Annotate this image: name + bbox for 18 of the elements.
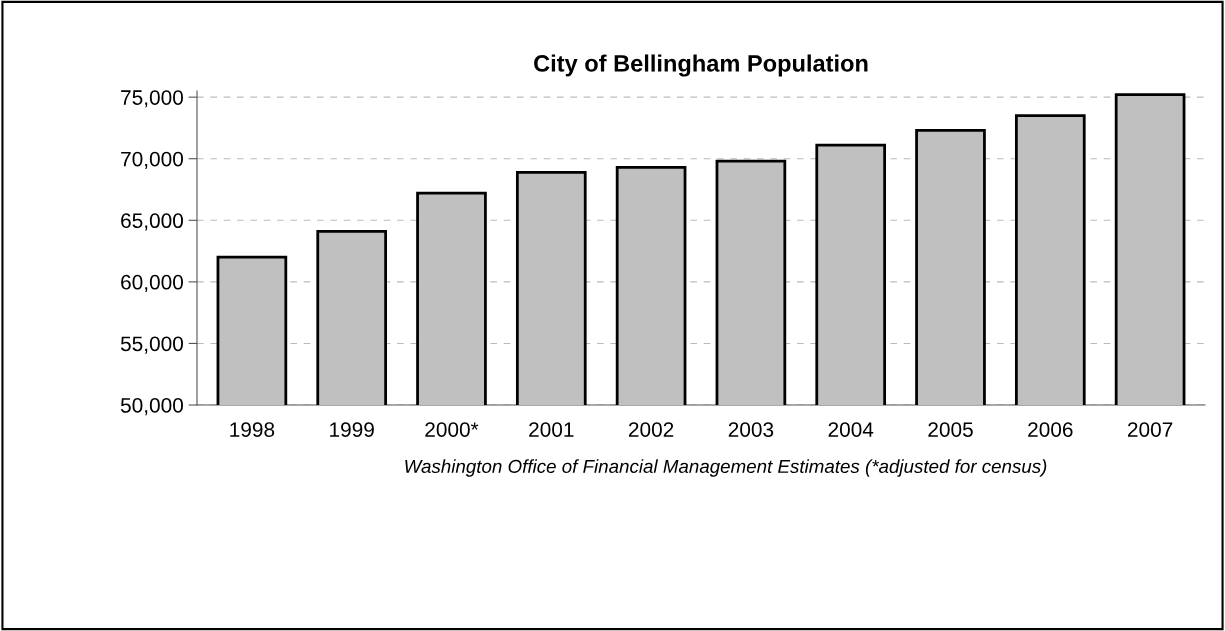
x-tick-label: 2002	[628, 422, 674, 437]
y-tick-label: 50,000	[120, 398, 183, 416]
x-tick-label: 1999	[330, 422, 374, 437]
x-tick-label: 2001	[529, 422, 574, 437]
x-tick-label: 2006	[1028, 422, 1073, 437]
x-tick-label: 1998	[230, 422, 275, 437]
y-tick-label: 70,000	[121, 151, 183, 169]
y-tick-label: 60,000	[121, 274, 183, 293]
text: Washington Office of Financial Management Estimates (*adjusted for census)	[405, 459, 1047, 477]
x-tick-label: 2007	[1127, 422, 1173, 437]
x-tick-label: 2000*	[425, 422, 479, 437]
y-tick-label: 55,000	[120, 336, 183, 354]
x-tick-label: 2003	[728, 422, 774, 437]
y-tick-label: 65,000	[121, 213, 183, 231]
y-tick-label: 75,000	[121, 90, 183, 108]
x-tick-label: 2005	[928, 422, 973, 437]
x-tick-label: 2004	[828, 422, 874, 437]
chart-title: City of Bellingham Population	[534, 54, 868, 77]
